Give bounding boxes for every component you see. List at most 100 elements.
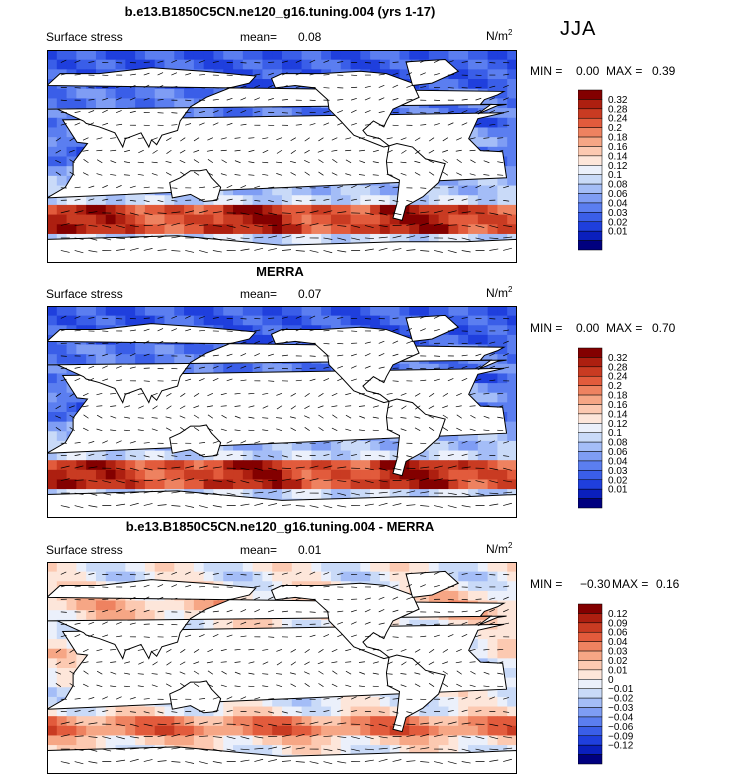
wind-vector xyxy=(185,571,191,575)
wind-vector xyxy=(400,161,407,164)
wind-vector xyxy=(483,174,490,176)
wind-vector xyxy=(420,72,426,76)
wind-vector xyxy=(406,467,416,469)
wind-vector xyxy=(129,609,136,613)
wind-vector xyxy=(129,747,139,750)
wind-vector xyxy=(378,236,388,239)
wind-vector xyxy=(116,723,126,727)
wind-vector xyxy=(281,212,292,214)
wind-vector xyxy=(364,379,371,382)
wind-vector xyxy=(337,722,347,725)
wind-vector xyxy=(309,73,316,76)
continent-shape xyxy=(405,570,460,598)
wind-vector xyxy=(198,505,208,509)
wind-vector xyxy=(295,733,305,737)
wind-vector xyxy=(433,210,443,214)
wind-vector xyxy=(433,761,443,764)
wind-vector xyxy=(489,736,499,740)
wind-vector xyxy=(295,379,302,382)
wind-vector xyxy=(461,198,468,201)
wind-vector xyxy=(461,466,471,469)
wind-vector xyxy=(110,137,117,139)
wind-vector xyxy=(212,441,219,444)
wind-vector xyxy=(60,761,70,764)
wind-vector xyxy=(129,236,139,239)
wind-vector xyxy=(447,735,457,737)
wind-vector xyxy=(171,341,178,344)
wind-vector xyxy=(129,225,139,228)
wind-vector xyxy=(207,137,214,141)
wind-vector xyxy=(123,137,130,139)
wind-vector xyxy=(415,405,421,410)
wind-vector xyxy=(392,72,399,76)
wind-vector xyxy=(254,110,261,113)
wind-vector xyxy=(447,378,454,382)
wind-vector xyxy=(406,212,416,214)
wind-vector xyxy=(456,392,462,397)
wind-vector xyxy=(276,428,283,432)
wind-vector xyxy=(378,73,385,76)
legend-tick-label: −0.06 xyxy=(608,722,634,733)
wind-vector xyxy=(74,74,81,76)
wind-vector xyxy=(447,198,454,201)
wind-vector xyxy=(295,477,305,481)
wind-vector xyxy=(268,759,278,762)
wind-vector xyxy=(129,480,139,483)
wind-vector xyxy=(503,467,512,471)
wind-vector xyxy=(74,122,81,126)
wind-vector xyxy=(447,330,454,332)
wind-vector xyxy=(309,250,319,253)
wind-vector xyxy=(331,661,338,664)
wind-vector xyxy=(268,490,278,494)
wind-vector xyxy=(240,185,247,189)
wind-vector xyxy=(428,649,435,654)
wind-vector xyxy=(69,171,75,176)
wind-vector xyxy=(317,661,324,665)
continent-shape xyxy=(270,326,420,404)
wind-vector xyxy=(295,747,305,750)
wind-vector xyxy=(475,736,485,740)
wind-vector xyxy=(185,355,192,357)
wind-vector xyxy=(420,379,427,382)
wind-vector xyxy=(461,761,471,764)
wind-vector xyxy=(428,427,435,431)
wind-vector xyxy=(489,185,495,189)
wind-vector xyxy=(323,366,330,369)
wind-vector xyxy=(503,747,513,750)
wind-vector xyxy=(503,585,510,588)
wind-vector xyxy=(185,721,195,725)
wind-vector xyxy=(151,417,158,419)
wind-vector xyxy=(469,648,476,652)
wind-vector xyxy=(406,455,413,458)
wind-vector xyxy=(489,85,496,88)
wind-vector xyxy=(428,683,435,687)
wind-vector xyxy=(254,711,261,713)
wind-vector xyxy=(179,661,186,666)
wind-vector xyxy=(378,353,385,357)
legend-tick-label: −0.04 xyxy=(608,712,634,723)
wind-vector xyxy=(469,428,476,432)
wind-vector xyxy=(123,429,130,432)
wind-vector xyxy=(157,610,164,613)
wind-vector xyxy=(179,415,186,419)
wind-vector xyxy=(337,736,347,738)
wind-vector xyxy=(60,611,67,613)
wind-vector xyxy=(337,317,344,319)
wind-vector xyxy=(461,211,471,214)
wind-vector xyxy=(143,759,153,762)
wind-vector xyxy=(358,685,365,688)
wind-vector xyxy=(240,597,247,600)
wind-vector xyxy=(420,86,427,88)
wind-vector xyxy=(207,414,214,419)
wind-vector xyxy=(309,355,316,357)
wind-vector xyxy=(171,722,181,725)
wind-vector xyxy=(503,329,510,332)
wind-vector xyxy=(337,122,343,126)
wind-vector xyxy=(350,109,357,113)
wind-vector xyxy=(268,455,275,458)
wind-vector xyxy=(295,722,305,725)
wind-vector xyxy=(157,72,164,76)
legend-tick-label: −0.09 xyxy=(608,731,634,742)
legend-swatch xyxy=(578,697,603,708)
wind-vector xyxy=(240,440,247,444)
